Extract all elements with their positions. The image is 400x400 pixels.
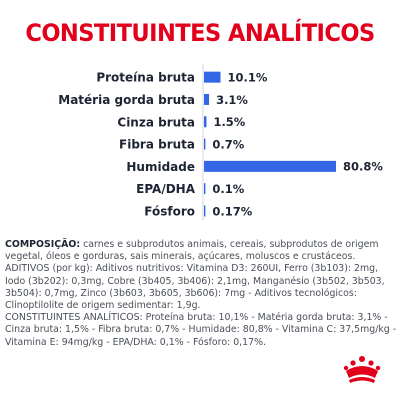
data-label: 1.5% [213, 115, 245, 129]
royal-canin-crown-icon [343, 356, 381, 383]
category-label: Cinza bruta [117, 115, 195, 129]
category-label: Proteína bruta [96, 71, 195, 85]
data-label: 0.1% [212, 182, 244, 196]
category-label: EPA/DHA [136, 182, 196, 196]
data-label: 3.1% [216, 93, 248, 107]
bar [204, 93, 210, 105]
analytic-bar-chart: Proteína bruta 10.1% Matéria gorda bruta 3.… [58, 64, 383, 220]
bar [204, 71, 221, 83]
additives-paragraph: ADITIVOS (por kg): Aditivos nutritivos: … [5, 263, 385, 312]
bar [204, 160, 336, 172]
data-label: 0.7% [212, 137, 244, 151]
data-label: 10.1% [228, 70, 268, 84]
composition-body: carnes e subprodutos animais, cereais, s… [5, 239, 379, 263]
analytical-paragraph: CONSTITUINTES ANALÍTICOS: Proteína bruta… [5, 312, 397, 348]
bar [204, 183, 206, 195]
category-label: Fósforo [144, 204, 195, 218]
page-title: CONSTITUINTES ANALÍTICOS [25, 19, 375, 47]
category-label: Fibra bruta [119, 138, 195, 152]
category-label: Humidade [126, 160, 195, 174]
data-label: 0.17% [212, 204, 252, 218]
composition-text: COMPOSIÇÃO: carnes e subprodutos animais… [5, 239, 397, 349]
bar [204, 138, 206, 150]
composition-label: COMPOSIÇÃO: [5, 239, 81, 250]
bar [204, 116, 207, 128]
data-label: 80.8% [343, 160, 383, 174]
bar [204, 205, 206, 217]
category-label: Matéria gorda bruta [58, 93, 195, 107]
composition-paragraph: COMPOSIÇÃO: carnes e subprodutos animais… [5, 239, 397, 263]
